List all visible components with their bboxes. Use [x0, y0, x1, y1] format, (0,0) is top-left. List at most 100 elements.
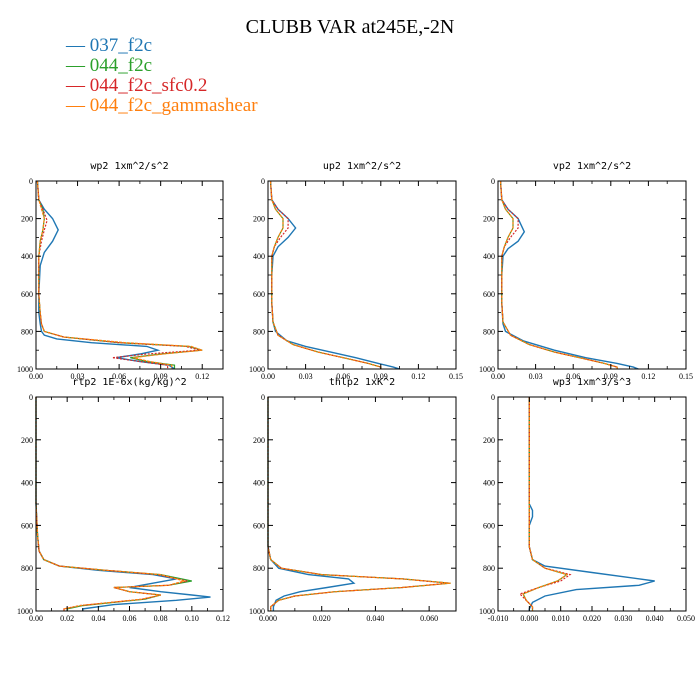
legend-item: — 044_f2c_sfc0.2	[66, 76, 258, 96]
y-tick-label: 600	[483, 290, 495, 299]
plot-frame	[35, 396, 224, 612]
x-tick-label: 0.12	[195, 372, 209, 381]
y-tick-label: 0	[261, 177, 265, 186]
series-line-044-f2c-gammashear	[35, 397, 187, 611]
series-line-044-f2c-sfc0-2	[267, 397, 448, 611]
legend-item: — 037_f2c	[66, 36, 258, 56]
legend-swatch: —	[66, 55, 90, 76]
page-title: CLUBB VAR at245E,-2N	[245, 16, 455, 38]
y-tick-label: 800	[253, 564, 265, 573]
legend-swatch: —	[66, 35, 90, 56]
x-tick-label: 0.06	[112, 372, 126, 381]
chart-panel-4: rtp2 1E-6x(kg/kg)^2 0 200 400 600 800 10000.00…	[17, 377, 230, 623]
x-tick-label: 0.030	[614, 614, 632, 623]
series-line-044-f2c	[267, 397, 451, 611]
x-tick-label: -0.010	[488, 614, 509, 623]
plot-frame	[497, 180, 687, 370]
y-tick-label: 400	[483, 479, 495, 488]
legend-item: — 044_f2c	[66, 56, 258, 76]
y-tick-label: 400	[483, 252, 495, 261]
x-tick-label: 0.06	[566, 372, 580, 381]
chart-title: rtp2 1E-6x(kg/kg)^2	[72, 377, 186, 388]
chart-title: wp2 1xm^2/s^2	[90, 161, 168, 172]
y-tick-label: 1000	[479, 365, 495, 374]
x-tick-label: 0.06	[336, 372, 350, 381]
y-tick-label: 200	[21, 436, 33, 445]
series-line-037-f2c	[528, 397, 655, 611]
x-tick-label: 0.09	[374, 372, 388, 381]
series-line-044-f2c-gammashear	[36, 180, 203, 369]
series-line-044-f2c-sfc0-2	[518, 397, 572, 611]
series-line-044-f2c	[36, 180, 203, 369]
x-tick-label: 0.10	[185, 614, 199, 623]
x-tick-label: 0.12	[216, 614, 230, 623]
y-tick-label: 800	[483, 564, 495, 573]
legend-label: 044_f2c_sfc0.2	[89, 75, 208, 96]
x-tick-label: 0.040	[366, 614, 384, 623]
chart-title: up2 1xm^2/s^2	[323, 161, 401, 172]
y-tick-label: 1000	[249, 365, 265, 374]
chart-title: vp2 1xm^2/s^2	[553, 161, 631, 172]
y-tick-label: 0	[491, 393, 495, 402]
y-tick-label: 600	[253, 521, 265, 530]
y-tick-label: 1000	[17, 607, 33, 616]
series-line-044-f2c-gammashear	[522, 397, 569, 611]
series-line-044-f2c	[499, 180, 618, 369]
series-line-044-f2c-gammashear	[499, 180, 618, 369]
series-line-044-f2c-sfc0-2	[35, 397, 188, 611]
y-tick-label: 400	[21, 479, 33, 488]
y-tick-label: 0	[29, 177, 33, 186]
legend-label: 037_f2c	[89, 35, 153, 56]
y-tick-label: 1000	[479, 607, 495, 616]
x-tick-label: 0.09	[154, 372, 168, 381]
y-tick-label: 600	[21, 290, 33, 299]
plot-frame	[35, 180, 224, 370]
y-tick-label: 200	[21, 215, 33, 224]
series-line-037-f2c	[269, 180, 400, 370]
y-tick-label: 400	[253, 479, 265, 488]
y-tick-label: 200	[483, 215, 495, 224]
chart-title: wp3 1xm^3/s^3	[553, 377, 631, 388]
plot-frame	[497, 396, 687, 612]
y-tick-label: 400	[253, 252, 265, 261]
x-tick-label: 0.12	[641, 372, 655, 381]
x-tick-label: 0.08	[154, 614, 168, 623]
y-tick-label: 200	[253, 436, 265, 445]
series-line-044-f2c-gammashear	[267, 397, 451, 611]
legend-item: — 044_f2c_gammashear	[66, 96, 258, 116]
chart-title: thlp2 1xK^2	[329, 377, 395, 388]
x-tick-label: 0.010	[552, 614, 570, 623]
plot-frame	[267, 180, 457, 370]
x-tick-label: 0.00	[29, 614, 43, 623]
y-tick-label: 200	[483, 436, 495, 445]
legend-swatch: —	[66, 75, 90, 96]
y-tick-label: 600	[483, 521, 495, 530]
x-tick-label: 0.03	[529, 372, 543, 381]
x-tick-label: 0.020	[313, 614, 331, 623]
x-tick-label: 0.000	[520, 614, 538, 623]
x-tick-label: 0.00	[261, 372, 275, 381]
y-tick-label: 400	[21, 252, 33, 261]
legend: — 037_f2c — 044_f2c — 044_f2c_sfc0.2— 044_…	[66, 36, 258, 116]
x-tick-label: 0.000	[259, 614, 277, 623]
x-tick-label: 0.03	[71, 372, 85, 381]
x-tick-label: 0.03	[299, 372, 313, 381]
series-line-044-f2c	[35, 397, 192, 611]
y-tick-label: 1000	[17, 365, 33, 374]
y-tick-label: 600	[21, 521, 33, 530]
x-tick-label: 0.00	[29, 372, 43, 381]
x-tick-label: 0.00	[491, 372, 505, 381]
x-tick-label: 0.060	[420, 614, 438, 623]
x-tick-label: 0.050	[677, 614, 695, 623]
chart-panel-6: wp3 1xm^3/s^3 0 200 400 600 800 1000-0.010 0.00…	[479, 377, 695, 623]
y-tick-label: 800	[483, 327, 495, 336]
x-tick-label: 0.04	[91, 614, 105, 623]
x-tick-label: 0.12	[411, 372, 425, 381]
y-tick-label: 800	[21, 327, 33, 336]
x-tick-label: 0.09	[604, 372, 618, 381]
y-tick-label: 1000	[249, 607, 265, 616]
